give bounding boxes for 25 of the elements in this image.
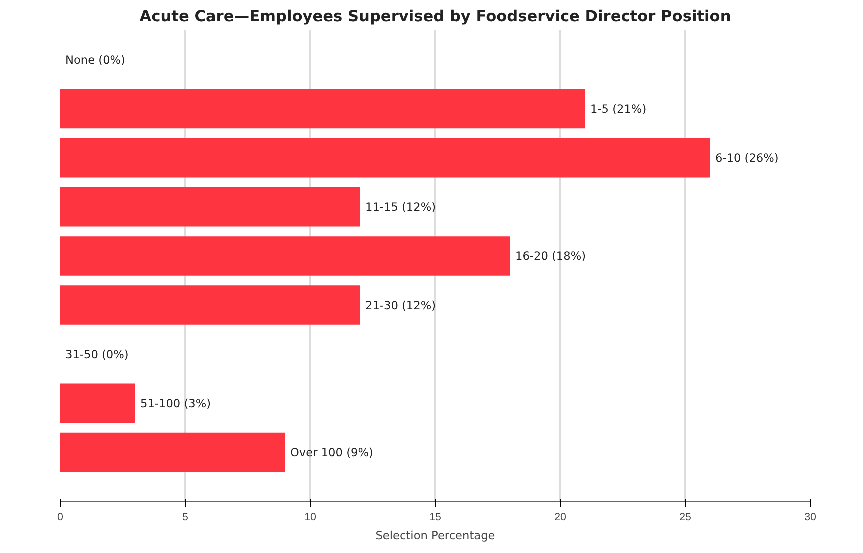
y-tick-label: None (0%)	[66, 52, 126, 67]
y-tick-label: 21-30 (12%)	[366, 298, 436, 312]
y-tick-label: 31-50 (0%)	[66, 347, 129, 362]
x-tick-label: 0	[58, 512, 64, 524]
bar	[60, 236, 510, 276]
x-tick-label: 5	[182, 512, 189, 524]
y-tick-label: 1-5 (21%)	[590, 102, 647, 116]
y-tick-label: Over 100 (9%)	[290, 445, 374, 460]
bar	[60, 89, 586, 129]
bar	[60, 138, 710, 178]
x-tick-label: 25	[680, 512, 692, 524]
bar	[60, 286, 360, 325]
y-tick-label: 16-20 (18%)	[516, 249, 586, 264]
x-tick-label: 30	[804, 512, 816, 524]
bar	[60, 432, 286, 472]
y-tick-label: 51-100 (3%)	[140, 396, 212, 410]
x-axis-title: Selection Percentage	[376, 528, 496, 542]
y-tick-label: 6-10 (26%)	[716, 151, 779, 166]
bar	[60, 188, 360, 227]
bar	[60, 384, 136, 423]
chart-title: Acute Care—Employees Supervised by Foodservice Director Position	[140, 8, 732, 26]
x-tick-label: 10	[304, 512, 316, 524]
x-tick-label: 20	[554, 512, 566, 524]
y-tick-label: 11-15 (12%)	[366, 200, 436, 214]
x-tick-label: 15	[430, 512, 442, 524]
